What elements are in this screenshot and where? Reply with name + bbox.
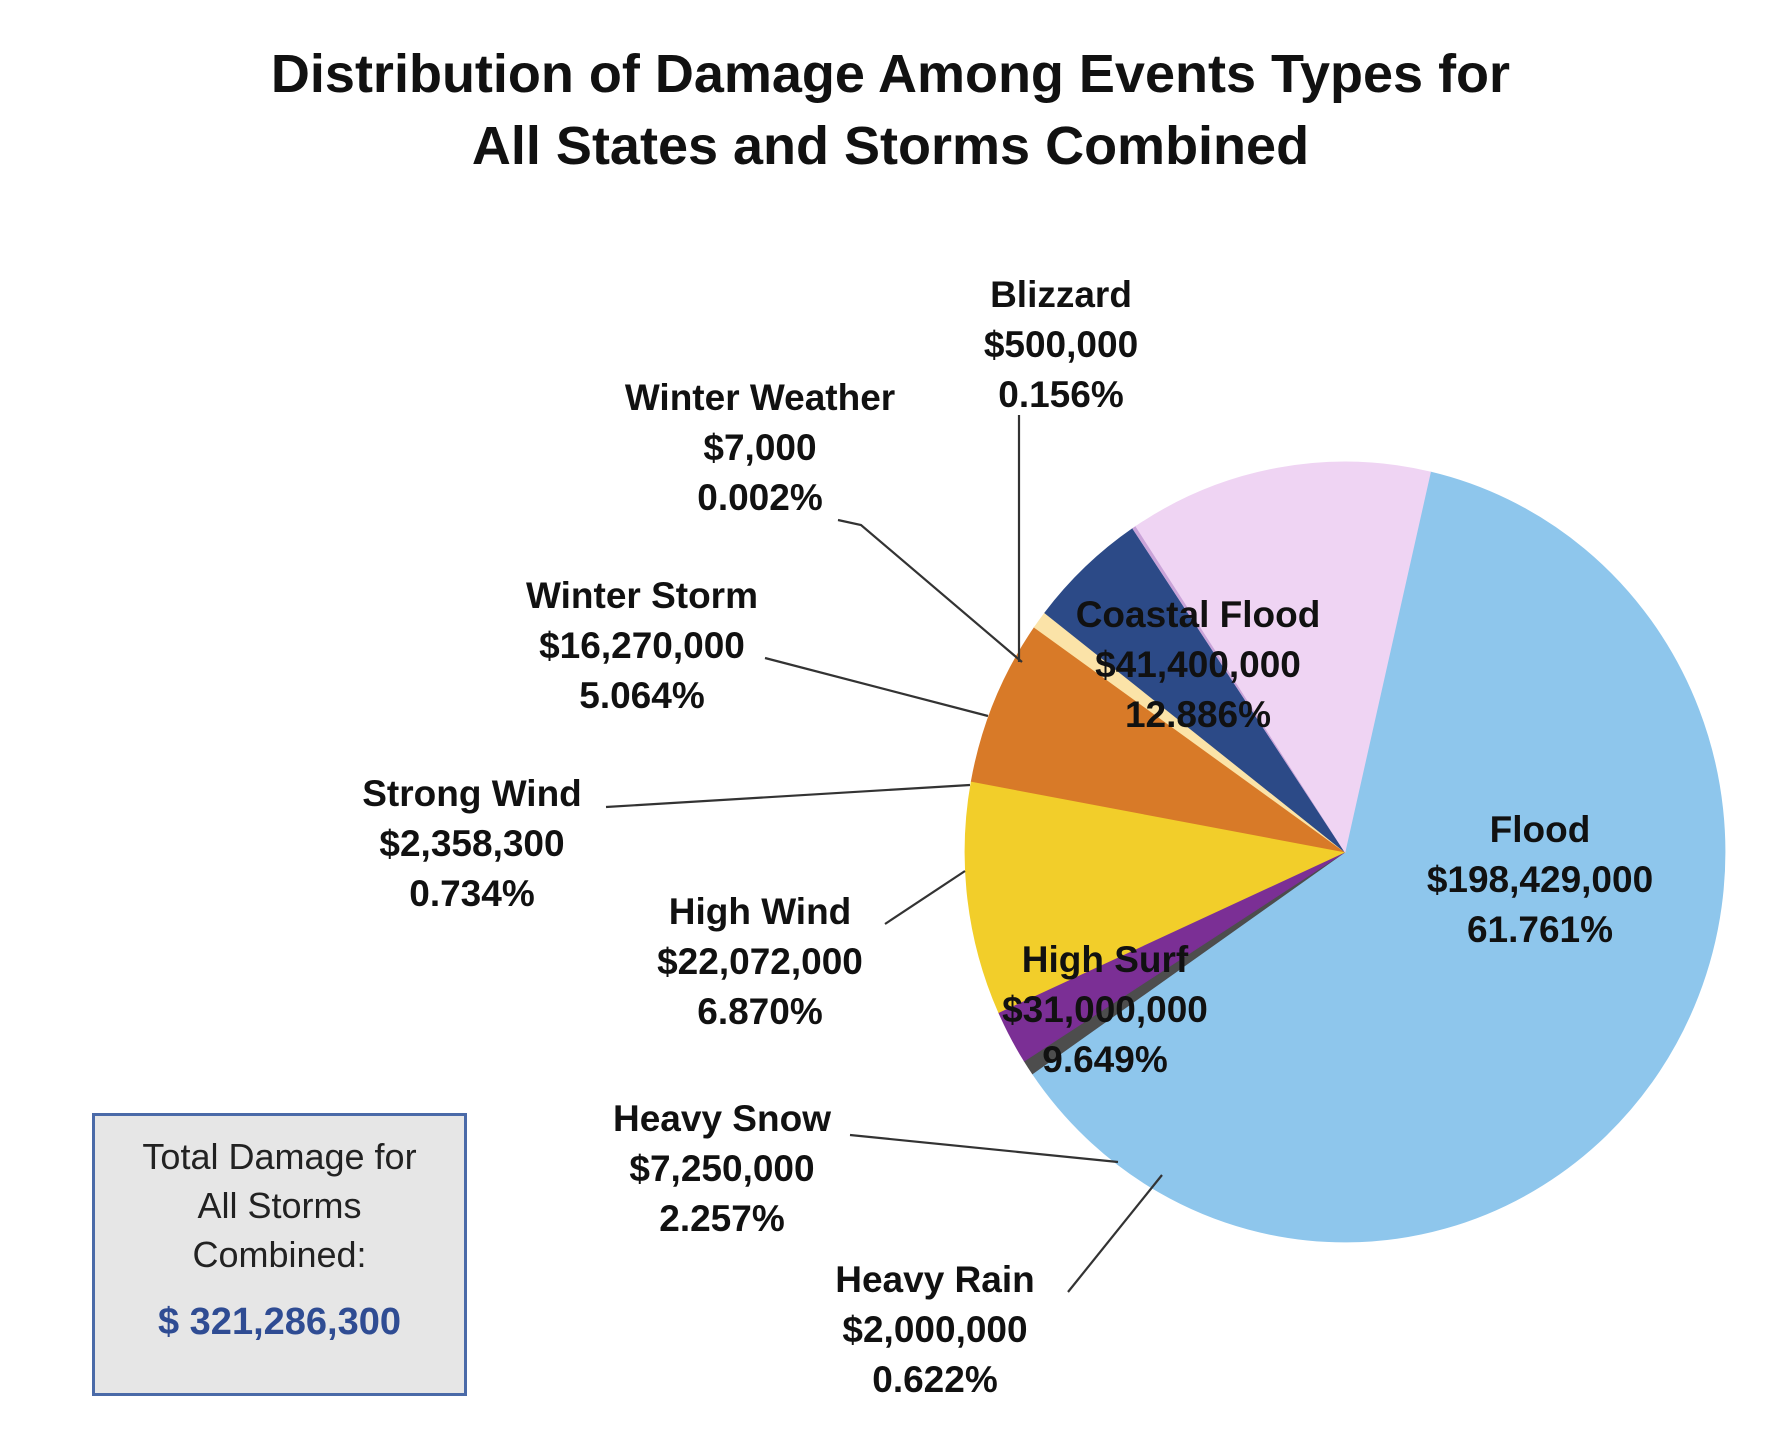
slice-label-high-wind-percent: 6.870% [697,991,823,1032]
leader-line-heavy-snow [849,1133,1119,1164]
total-damage-box: Total Damage for All Storms Combined: $ … [92,1113,467,1396]
pie-slice-high-surf [964,780,1347,1014]
slice-label-winter-weather-name: Winter Weather [625,377,895,418]
slice-label-high-surf-name: High Surf [1022,939,1189,980]
pie-slice-flood [1031,471,1726,1243]
slice-label-heavy-rain-percent: 0.622% [872,1359,998,1400]
slice-label-winter-storm-name: Winter Storm [526,575,758,616]
chart-title: Distribution of Damage Among Events Type… [0,38,1781,182]
slice-label-flood-name: Flood [1490,809,1591,850]
leader-line-winter-storm [764,656,989,718]
slice-label-heavy-snow-percent: 2.257% [659,1198,785,1239]
slice-label-flood-percent: 61.761% [1467,909,1613,950]
slice-label-strong-wind-name: Strong Wind [362,773,582,814]
slice-label-coastal-flood-value: $41,400,000 [1095,644,1301,685]
leader-line-winter-weather [837,518,1023,663]
total-damage-amount: $ 321,286,300 [157,1301,401,1343]
total-caption-line-3: Combined: [192,1234,367,1275]
slice-label-heavy-rain-value: $2,000,000 [842,1309,1027,1350]
slice-label-high-surf-value: $31,000,000 [1002,989,1208,1030]
slice-label-winter-weather-percent: 0.002% [697,477,823,518]
leader-line-strong-wind [605,783,971,809]
slice-label-high-wind-name: High Wind [669,891,852,932]
total-caption-line-2: All Storms [197,1185,362,1226]
slice-label-blizzard-value: $500,000 [984,324,1138,365]
total-damage-caption: Total Damage for All Storms Combined: [95,1132,464,1279]
slice-label-blizzard-name: Blizzard [990,274,1132,315]
slice-label-coastal-flood-name: Coastal Flood [1076,594,1321,635]
slice-label-winter-storm-value: $16,270,000 [539,625,745,666]
slice-label-heavy-snow-name: Heavy Snow [613,1098,831,1139]
slice-label-strong-wind-percent: 0.734% [409,873,535,914]
leader-line-high-wind [884,870,966,925]
slice-label-winter-weather-value: $7,000 [703,427,816,468]
pie-slice-high-wind [970,626,1346,853]
slice-label-heavy-rain-name: Heavy Rain [835,1259,1035,1300]
slice-label-high-surf-percent: 9.649% [1042,1039,1168,1080]
pie-slice-coastal-flood [1135,461,1431,854]
slice-label-winter-storm-percent: 5.064% [579,675,705,716]
total-caption-line-1: Total Damage for [142,1136,417,1177]
slice-label-strong-wind-value: $2,358,300 [379,823,564,864]
leader-line-heavy-rain [1067,1174,1163,1293]
chart-title-line-1: Distribution of Damage Among Events Type… [270,44,1511,104]
chart-title-line-2: All States and Storms Combined [471,116,1310,176]
slice-label-heavy-snow-value: $7,250,000 [629,1148,814,1189]
slice-label-high-wind-value: $22,072,000 [657,941,863,982]
slice-label-blizzard-percent: 0.156% [998,374,1124,415]
slice-label-flood-value: $198,429,000 [1427,859,1653,900]
slice-label-coastal-flood-percent: 12.886% [1125,694,1271,735]
